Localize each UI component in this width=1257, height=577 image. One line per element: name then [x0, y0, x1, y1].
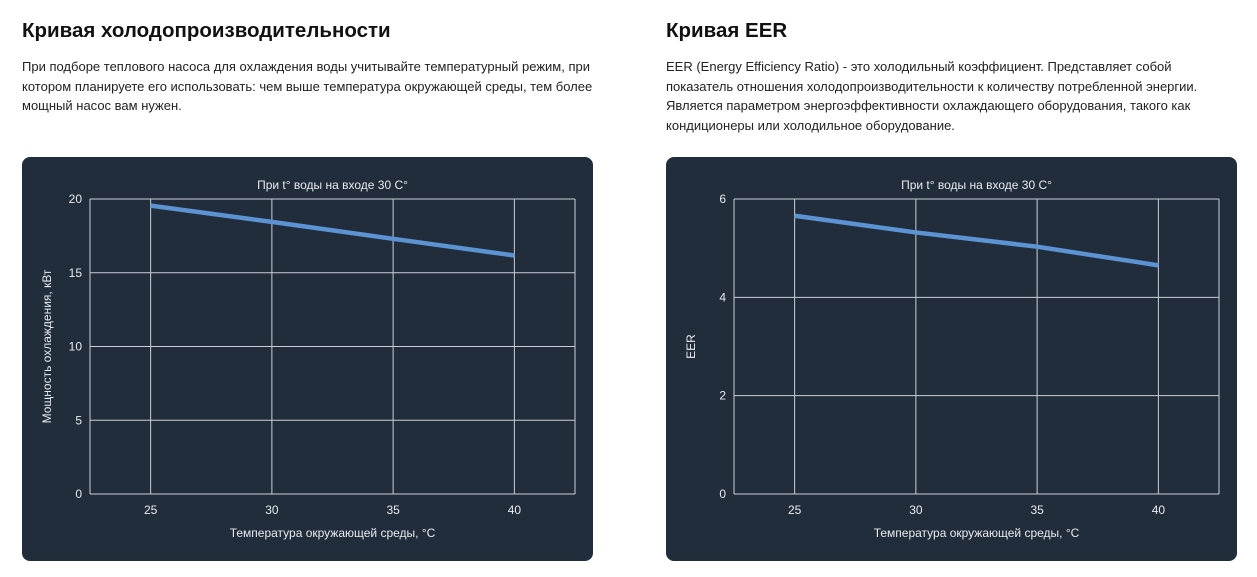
x-tick-label: 40	[508, 503, 522, 517]
y-tick-label: 0	[719, 487, 726, 501]
y-tick-label: 6	[719, 192, 726, 206]
y-tick-label: 4	[719, 290, 726, 304]
section-heading: Кривая EER	[666, 19, 788, 42]
y-axis-label: Мощность охлаждения, кВт	[40, 269, 54, 423]
y-axis-label: EER	[684, 334, 698, 359]
series-line	[794, 213, 1159, 268]
chart-card: При t° воды на входе 30 C° 0 5 10 15 20 25 30 35…	[22, 157, 593, 561]
y-tick-label: 5	[75, 413, 82, 427]
y-tick-label: 20	[69, 192, 83, 206]
cooling-capacity-chart: При t° воды на входе 30 C° 0 5 10 15 20 25 30 35…	[40, 178, 576, 540]
y-tick-label: 2	[719, 389, 726, 403]
x-tick-label: 35	[1030, 503, 1044, 517]
x-axis-label: Температура окружающей среды, °C	[874, 526, 1080, 540]
y-tick-label: 0	[75, 487, 82, 501]
x-tick-label: 30	[265, 503, 279, 517]
x-tick-label: 35	[386, 503, 400, 517]
y-tick-label: 15	[69, 266, 83, 280]
x-tick-label: 40	[1152, 503, 1166, 517]
x-tick-label: 30	[909, 503, 923, 517]
x-tick-label: 25	[144, 503, 158, 517]
x-tick-label: 25	[788, 503, 802, 517]
eer-chart: При t° воды на входе 30 C° 0 2 4 6 25 30 35 40 Те…	[684, 178, 1220, 540]
y-tick-label: 10	[69, 340, 83, 354]
section-description: При подборе теплового насоса для охлажде…	[22, 59, 593, 113]
chart-card: При t° воды на входе 30 C° 0 2 4 6 25 30 35 40 Те…	[666, 157, 1237, 561]
chart-title: При t° воды на входе 30 C°	[257, 178, 408, 192]
x-axis-label: Температура окружающей среды, °C	[230, 526, 436, 540]
section-heading: Кривая холодопроизводительности	[22, 19, 391, 42]
series-line	[150, 203, 515, 258]
chart-title: При t° воды на входе 30 C°	[901, 178, 1052, 192]
section-description: EER (Energy Efficiency Ratio) - это холо…	[666, 59, 1198, 133]
